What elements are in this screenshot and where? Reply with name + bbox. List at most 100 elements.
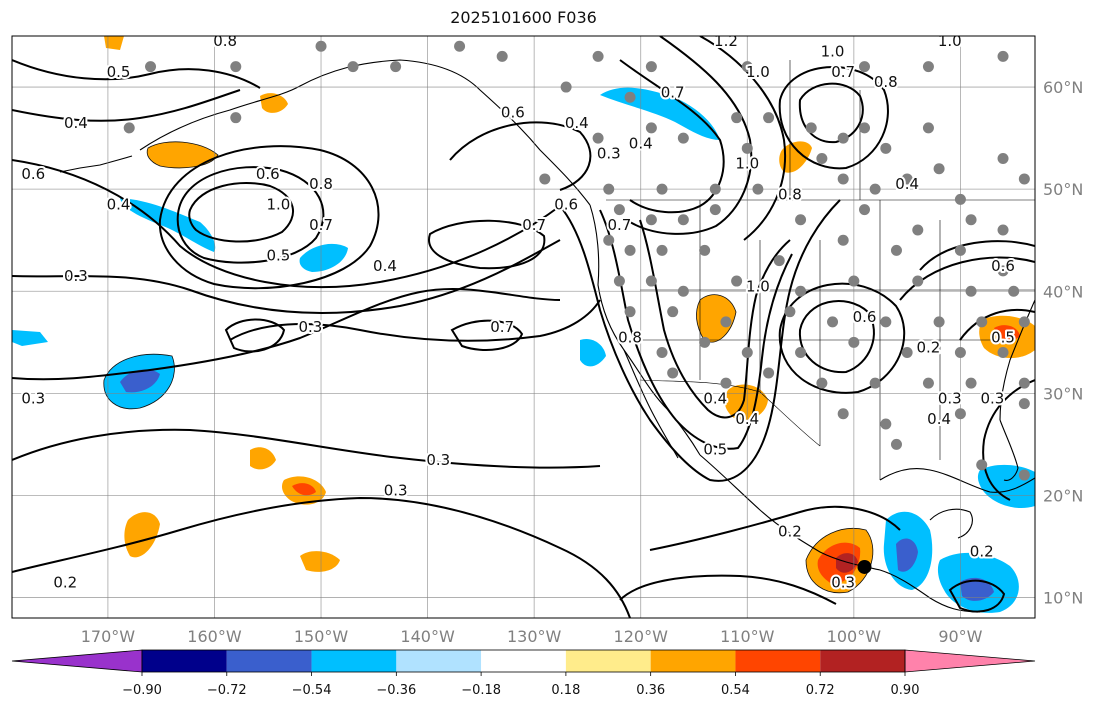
contour-label-halo: 0.4: [895, 175, 919, 193]
station-dot: [763, 112, 775, 124]
station-dot: [624, 306, 636, 318]
lat-label: 40°N: [1043, 282, 1083, 301]
contour-label-halo: 0.4: [565, 114, 589, 132]
contour-label: 0.3: [597, 145, 621, 163]
shade-blue-small-w: [12, 330, 48, 346]
shade-dark-red-mex-pacific: [836, 553, 858, 573]
station-dot: [954, 193, 966, 205]
contour-label-halo: 0.3: [938, 390, 962, 408]
contour-label-halo: 0.2: [53, 573, 77, 591]
contour-label: 0.8: [309, 175, 333, 193]
contour-label-halo: 0.3: [384, 481, 408, 499]
contour-label-halo: 0.2: [917, 339, 941, 357]
contour-label: 0.3: [298, 318, 322, 336]
contour-label: 0.2: [917, 339, 941, 357]
contour-label-halo: 0.4: [107, 196, 131, 214]
station-dot: [922, 377, 934, 389]
contour-label-halo: 0.6: [21, 165, 45, 183]
contour-low-north-3: [158, 145, 380, 290]
station-dot: [848, 275, 860, 287]
contour-label-halo: 0.5: [703, 441, 727, 459]
map-area: 0.4 0.4 0.5 0.5 0.8 0.8 0.6 0.6 0.4 0.4 0.6 0.6 0.8 0…: [12, 32, 1035, 618]
contour-label-halo: 0.2: [970, 543, 994, 561]
contour-label-halo: 0.6: [554, 196, 578, 214]
latitude-labels: 10°N 20°N 30°N 40°N 50°N 60°N: [1043, 78, 1083, 608]
contour-mex-1: [649, 505, 901, 551]
contour-closed-east-2: [899, 256, 1035, 301]
station-dot: [123, 122, 135, 134]
contour-label-halo: 0.4: [927, 410, 951, 428]
contour-label: 0.7: [490, 318, 514, 336]
station-dot: [624, 244, 636, 256]
lat-label: 30°N: [1043, 384, 1083, 403]
contour-label-halo: 0.3: [597, 145, 621, 163]
station-dot: [1018, 377, 1030, 389]
contour-label: 0.8: [874, 73, 898, 91]
station-dot: [869, 377, 881, 389]
station-dot: [816, 377, 828, 389]
contour-ridge-2: [629, 36, 753, 235]
colorbar-tick-label: 0.90: [891, 683, 920, 698]
station-dot: [848, 336, 860, 348]
contour-closed-east-3: [959, 308, 1035, 341]
contour-band-4: [229, 299, 601, 342]
contour-label-halo: 0.5: [107, 63, 131, 81]
contour-label: 0.4: [629, 134, 653, 152]
contour-label: 0.7: [309, 216, 333, 234]
contour-band-6: [12, 496, 631, 618]
colorbar-tick-label: −0.90: [122, 683, 162, 698]
contour-trough-2: [599, 209, 793, 450]
extremum-marker: [857, 559, 872, 574]
shade-red-east-us: [994, 325, 1020, 341]
station-dot: [677, 285, 689, 297]
contour-closed-east: [919, 240, 1035, 271]
contour-label-halo: 0.3: [831, 573, 855, 591]
colorbar-tick-label: 0.72: [806, 683, 835, 698]
contour-label: 1.0: [746, 277, 770, 295]
contour-label: 0.6: [853, 308, 877, 326]
contour-label: 0.5: [991, 328, 1015, 346]
contour-label-halo: 1.2: [714, 32, 738, 50]
lon-label: 130°W: [507, 627, 562, 646]
contour-lines: [12, 36, 1035, 618]
contour-top-west: [12, 89, 241, 122]
lat-label: 10°N: [1043, 589, 1083, 608]
contour-label: 0.4: [565, 114, 589, 132]
station-dot: [731, 112, 743, 124]
contour-gulf-east: [982, 379, 1035, 501]
coast-mexico: [699, 454, 981, 613]
station-dot: [912, 275, 924, 287]
contour-label-halo: 0.3: [21, 390, 45, 408]
contour-label-halo: 0.6: [853, 308, 877, 326]
station-dot: [933, 316, 945, 328]
contour-label: 0.6: [256, 165, 280, 183]
station-dot: [731, 275, 743, 287]
shade-orange-tropical-4: [250, 447, 276, 470]
station-dot: [1018, 469, 1030, 481]
contour-label-halo: 1.0: [821, 42, 845, 60]
contour-label-halo: 0.8: [618, 328, 642, 346]
station-dot: [645, 61, 657, 73]
lat-label: 60°N: [1043, 78, 1083, 97]
shade-red-tropical-1: [292, 483, 316, 496]
station-dot: [901, 173, 913, 185]
contour-label: 0.4: [373, 257, 397, 275]
contour-label: 0.5: [703, 441, 727, 459]
colorbar-outline: [141, 649, 906, 673]
station-dot: [1018, 398, 1030, 410]
contour-label-halo: 1.0: [746, 277, 770, 295]
station-dot: [592, 50, 604, 62]
station-dot: [624, 91, 636, 103]
lon-label: 100°W: [827, 627, 882, 646]
colorbar: [11, 649, 1036, 673]
station-dot: [613, 275, 625, 287]
contour-label: 0.8: [213, 32, 237, 50]
lat-label: 20°N: [1043, 486, 1083, 505]
shade-indigo-west: [120, 369, 160, 393]
contour-label: 0.7: [607, 216, 631, 234]
station-dot: [912, 224, 924, 236]
station-dot: [965, 377, 977, 389]
gridlines: [12, 36, 1035, 618]
contour-label: 1.0: [746, 63, 770, 81]
